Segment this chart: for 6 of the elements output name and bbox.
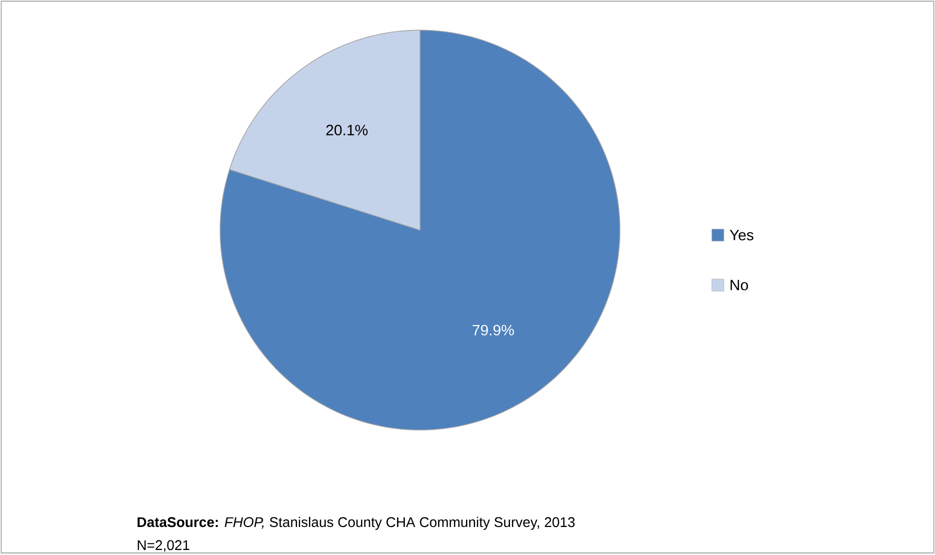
text: N=2,021	[138, 540, 190, 552]
text: DataSource: FHOP, Stanislaus County CHA Community Survey, 2013	[138, 516, 575, 530]
data-label: 79.9%	[472, 324, 514, 336]
legend-label: No	[730, 280, 748, 290]
legend-label: Yes	[730, 230, 754, 240]
data-label: 20.1%	[326, 124, 368, 136]
